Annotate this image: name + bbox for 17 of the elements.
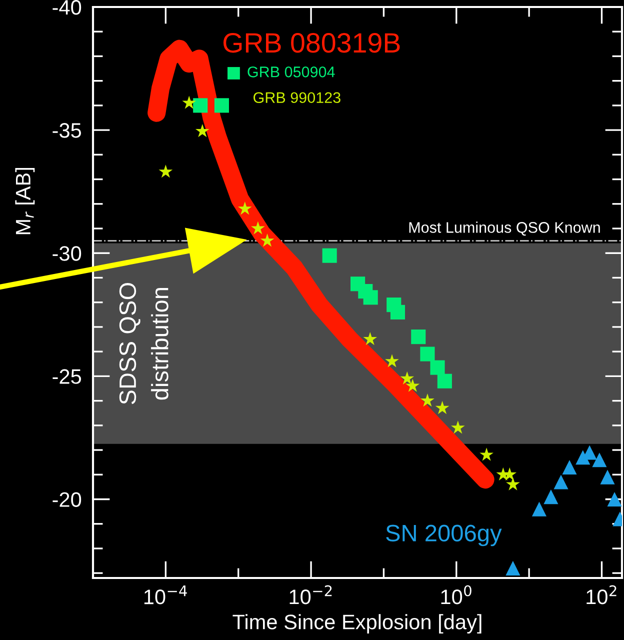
y-tick-label: -30 — [52, 246, 82, 261]
y-tick-label: -25 — [52, 369, 82, 384]
text: GRB 990123 — [254, 92, 340, 104]
series-label: GRB 080319B — [223, 33, 400, 53]
y-tick-label: -40 — [52, 0, 82, 15]
x-tick-label: 10$^{2}$ — [586, 585, 616, 604]
x-tick-label: 10$^{−2}$ — [290, 585, 332, 604]
y-tick-label: -35 — [52, 123, 82, 138]
x-tick-label: 10$^{0}$ — [441, 585, 472, 604]
ref-line-label: Most Luminous QSO Known — [409, 222, 600, 236]
legend-label: GRB 050904 — [248, 66, 335, 78]
band-label: SDSS QSO distribution — [119, 283, 168, 404]
y-tick-label: -20 — [52, 492, 82, 507]
series-label: SN 2006gy — [386, 524, 502, 546]
y-axis-title: M$_{r}$ [AB] — [15, 168, 35, 234]
x-tick-label: 10$^{−4}$ — [144, 585, 187, 604]
x-axis-title: Time Since Explosion [day] — [232, 614, 482, 634]
